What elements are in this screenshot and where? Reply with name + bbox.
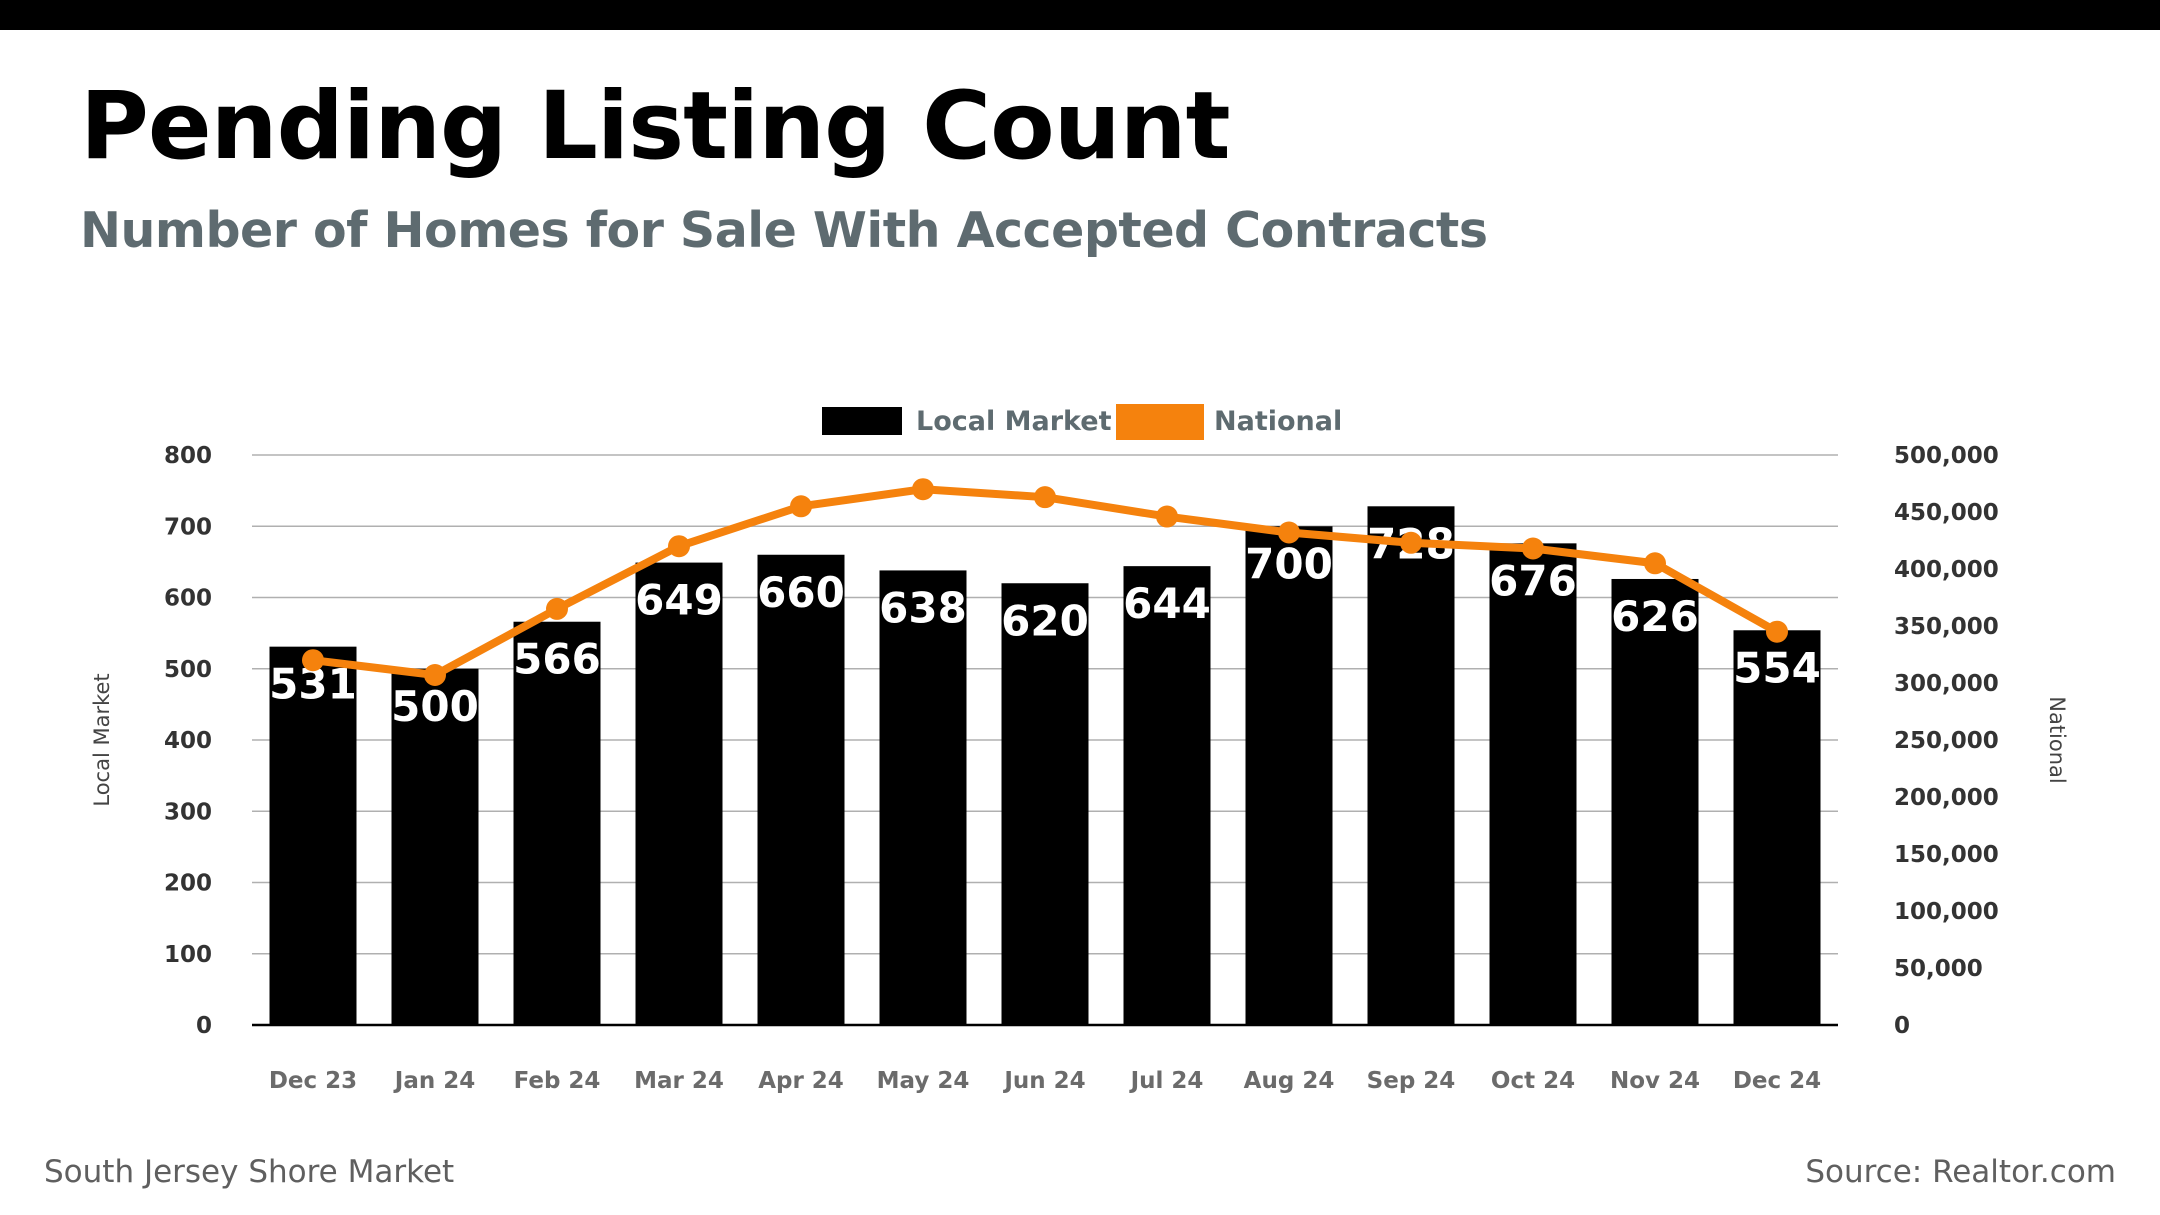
x-tick-label: Jan 24 — [393, 1068, 475, 1094]
bar-local — [1611, 578, 1699, 1025]
bar-data-label: 566 — [513, 635, 601, 684]
right-tick-label: 100,000 — [1894, 899, 1999, 925]
point-national — [912, 478, 934, 501]
left-tick-label: 100 — [164, 942, 212, 968]
bar-local — [1367, 506, 1455, 1025]
legend: Local Market National — [822, 404, 1342, 440]
point-national — [1644, 552, 1666, 575]
point-national — [424, 664, 446, 687]
right-axis-ticks: 0 50,000 100,000 150,000 200,000 250,000 300,0… — [1894, 443, 1999, 1039]
bar-local — [391, 668, 479, 1025]
x-tick-label: Dec 24 — [1733, 1068, 1821, 1094]
x-tick-label: Dec 23 — [269, 1068, 357, 1094]
x-tick-label: Jun 24 — [1002, 1068, 1085, 1094]
right-tick-label: 150,000 — [1894, 842, 1999, 868]
left-axis-title: Local Market — [90, 673, 114, 806]
x-tick-label: Sep 24 — [1367, 1068, 1456, 1094]
point-national — [790, 495, 812, 518]
left-tick-label: 300 — [164, 799, 212, 825]
bar-data-labels: 531500566649660638620644700728676626554 — [269, 519, 1821, 730]
point-national — [302, 649, 324, 672]
bar-data-label: 554 — [1733, 643, 1821, 692]
bar-data-label: 644 — [1123, 579, 1211, 628]
left-axis-ticks: 0 100 200 300 400 500 600 700 800 — [164, 443, 212, 1039]
x-tick-label: Apr 24 — [758, 1068, 844, 1094]
left-tick-label: 700 — [164, 514, 212, 540]
bar-data-label: 649 — [635, 576, 723, 625]
line-series-national — [302, 478, 1788, 687]
x-tick-label: Aug 24 — [1244, 1068, 1335, 1094]
legend-swatch-local — [822, 407, 902, 435]
top-black-bar — [0, 0, 2160, 30]
x-tick-label: Nov 24 — [1610, 1068, 1700, 1094]
bar-local — [879, 570, 967, 1025]
bar-data-label: 638 — [879, 583, 967, 632]
point-national — [668, 535, 690, 558]
x-tick-label: May 24 — [877, 1068, 970, 1094]
bar-local — [757, 554, 845, 1025]
right-tick-label: 200,000 — [1894, 785, 1999, 811]
right-tick-label: 350,000 — [1894, 614, 1999, 640]
right-tick-label: 400,000 — [1894, 557, 1999, 583]
bar-local — [635, 562, 723, 1025]
footer-source-label: Source: Realtor.com — [1805, 1154, 2116, 1190]
point-national — [1400, 531, 1422, 554]
bar-data-label: 620 — [1001, 596, 1089, 645]
page-subtitle: Number of Homes for Sale With Accepted C… — [80, 202, 1488, 259]
bar-series-local — [269, 506, 1821, 1025]
right-axis-title: National — [2045, 696, 2069, 784]
right-tick-label: 0 — [1894, 1013, 1910, 1039]
bar-local — [1001, 583, 1089, 1025]
bar-data-label: 500 — [391, 682, 479, 731]
bar-local — [1489, 543, 1577, 1025]
right-tick-label: 450,000 — [1894, 500, 1999, 526]
left-tick-label: 800 — [164, 443, 212, 469]
point-national — [1156, 505, 1178, 528]
bar-data-label: 626 — [1611, 592, 1699, 641]
bar-local — [1733, 630, 1821, 1025]
left-tick-label: 400 — [164, 728, 212, 754]
right-tick-label: 500,000 — [1894, 443, 1999, 469]
bar-local — [1245, 526, 1333, 1025]
right-tick-label: 50,000 — [1894, 956, 1983, 982]
bar-local — [269, 646, 357, 1025]
point-national — [1034, 486, 1056, 509]
x-axis-ticks: Dec 23 Jan 24 Feb 24 Mar 24 Apr 24 May 24 Jun … — [269, 1068, 1821, 1094]
point-national — [1278, 521, 1300, 544]
bar-data-label: 700 — [1245, 539, 1333, 588]
left-tick-label: 500 — [164, 657, 212, 683]
point-national — [546, 597, 568, 620]
bar-local — [513, 621, 601, 1025]
x-tick-label: Feb 24 — [514, 1068, 601, 1094]
page-title: Pending Listing Count — [80, 72, 1231, 181]
x-tick-label: Mar 24 — [634, 1068, 724, 1094]
left-tick-label: 600 — [164, 586, 212, 612]
right-tick-label: 300,000 — [1894, 671, 1999, 697]
left-tick-label: 200 — [164, 871, 212, 897]
footer-market-label: South Jersey Shore Market — [44, 1154, 455, 1190]
x-tick-label: Jul 24 — [1129, 1068, 1204, 1094]
legend-swatch-national — [1116, 404, 1204, 440]
point-national — [1766, 620, 1788, 643]
bar-local — [1123, 566, 1211, 1025]
legend-label-local: Local Market — [916, 406, 1112, 437]
bar-data-label: 676 — [1489, 556, 1577, 605]
x-tick-label: Oct 24 — [1491, 1068, 1575, 1094]
point-national — [1522, 537, 1544, 560]
left-tick-label: 0 — [196, 1013, 212, 1039]
right-tick-label: 250,000 — [1894, 728, 1999, 754]
legend-label-national: National — [1214, 406, 1342, 437]
bar-data-label: 660 — [757, 568, 845, 617]
